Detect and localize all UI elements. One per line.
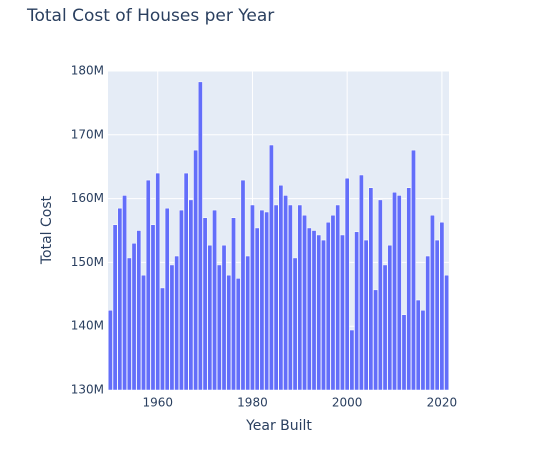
bar: [335, 204, 341, 390]
bar: [226, 274, 232, 390]
bar: [141, 274, 146, 390]
bar: [325, 221, 331, 390]
bar: [287, 204, 293, 390]
bar: [406, 187, 412, 390]
bar: [434, 239, 440, 390]
bar: [368, 187, 374, 390]
bar: [207, 244, 213, 390]
bar: [359, 174, 364, 390]
bar: [117, 207, 123, 390]
bar: [193, 149, 198, 390]
bar: [259, 209, 265, 390]
bar: [425, 255, 431, 390]
bar: [387, 244, 393, 390]
bar: [349, 329, 355, 390]
bar: [306, 227, 312, 390]
bar: [245, 255, 251, 390]
bar: [330, 214, 336, 390]
bar: [216, 264, 222, 390]
bar: [136, 230, 142, 390]
x-axis-title: Year Built: [245, 418, 312, 434]
y-tick-label: 140M: [71, 319, 104, 333]
y-tick-label: 160M: [71, 191, 104, 205]
y-axis-title: Total Cost: [39, 195, 55, 265]
bar: [377, 199, 383, 390]
bar: [202, 217, 208, 390]
bar: [183, 172, 189, 390]
bar: [235, 278, 241, 390]
y-tick-label: 170M: [71, 127, 104, 141]
bar: [188, 199, 194, 390]
bar: [292, 257, 298, 390]
bar: [278, 184, 284, 390]
bar: [363, 239, 369, 390]
bar: [297, 204, 303, 390]
bar: [169, 264, 175, 390]
bar: [108, 310, 113, 390]
x-tick-label: 2000: [332, 396, 363, 410]
bar: [415, 299, 421, 390]
chart-title: Total Cost of Houses per Year: [26, 6, 274, 26]
bar: [411, 149, 416, 390]
bar: [382, 264, 388, 390]
bar: [420, 310, 426, 390]
bar: [269, 144, 274, 390]
y-tick-label: 130M: [71, 383, 104, 397]
bar: [197, 81, 203, 390]
bar: [240, 179, 246, 390]
bar: [112, 224, 118, 390]
bar: [311, 230, 317, 390]
bar: [150, 224, 156, 390]
x-tick-label: 1960: [142, 396, 173, 410]
x-tick-label: 2020: [427, 396, 458, 410]
bar: [321, 239, 326, 390]
bar: [254, 227, 260, 390]
bar: [174, 255, 180, 390]
bar: [401, 314, 407, 390]
bar: [179, 209, 184, 390]
bars: [108, 81, 449, 390]
bar: [283, 195, 288, 390]
bar: [316, 234, 322, 390]
bar: [302, 214, 307, 390]
bar: [344, 177, 350, 390]
bar: [231, 217, 236, 390]
bar: [340, 234, 345, 390]
bar: [444, 274, 449, 390]
bar: [160, 287, 165, 390]
bar: [354, 231, 360, 390]
bar: [273, 204, 279, 390]
bar: [430, 214, 435, 390]
bar: [264, 211, 270, 390]
bar: [439, 221, 445, 390]
bar: [212, 209, 217, 390]
bar: [145, 179, 151, 390]
bar: [131, 243, 137, 390]
x-tick-label: 1980: [237, 396, 268, 410]
bar: [373, 289, 378, 390]
bar: [155, 172, 161, 390]
y-tick-label: 150M: [71, 255, 104, 269]
bar: [250, 204, 255, 390]
bar: [126, 257, 132, 390]
bar: [396, 195, 402, 390]
bar: [164, 207, 170, 390]
bar: [122, 195, 127, 390]
bar: [221, 244, 227, 390]
bar: [392, 191, 397, 390]
y-tick-label: 180M: [71, 64, 104, 78]
